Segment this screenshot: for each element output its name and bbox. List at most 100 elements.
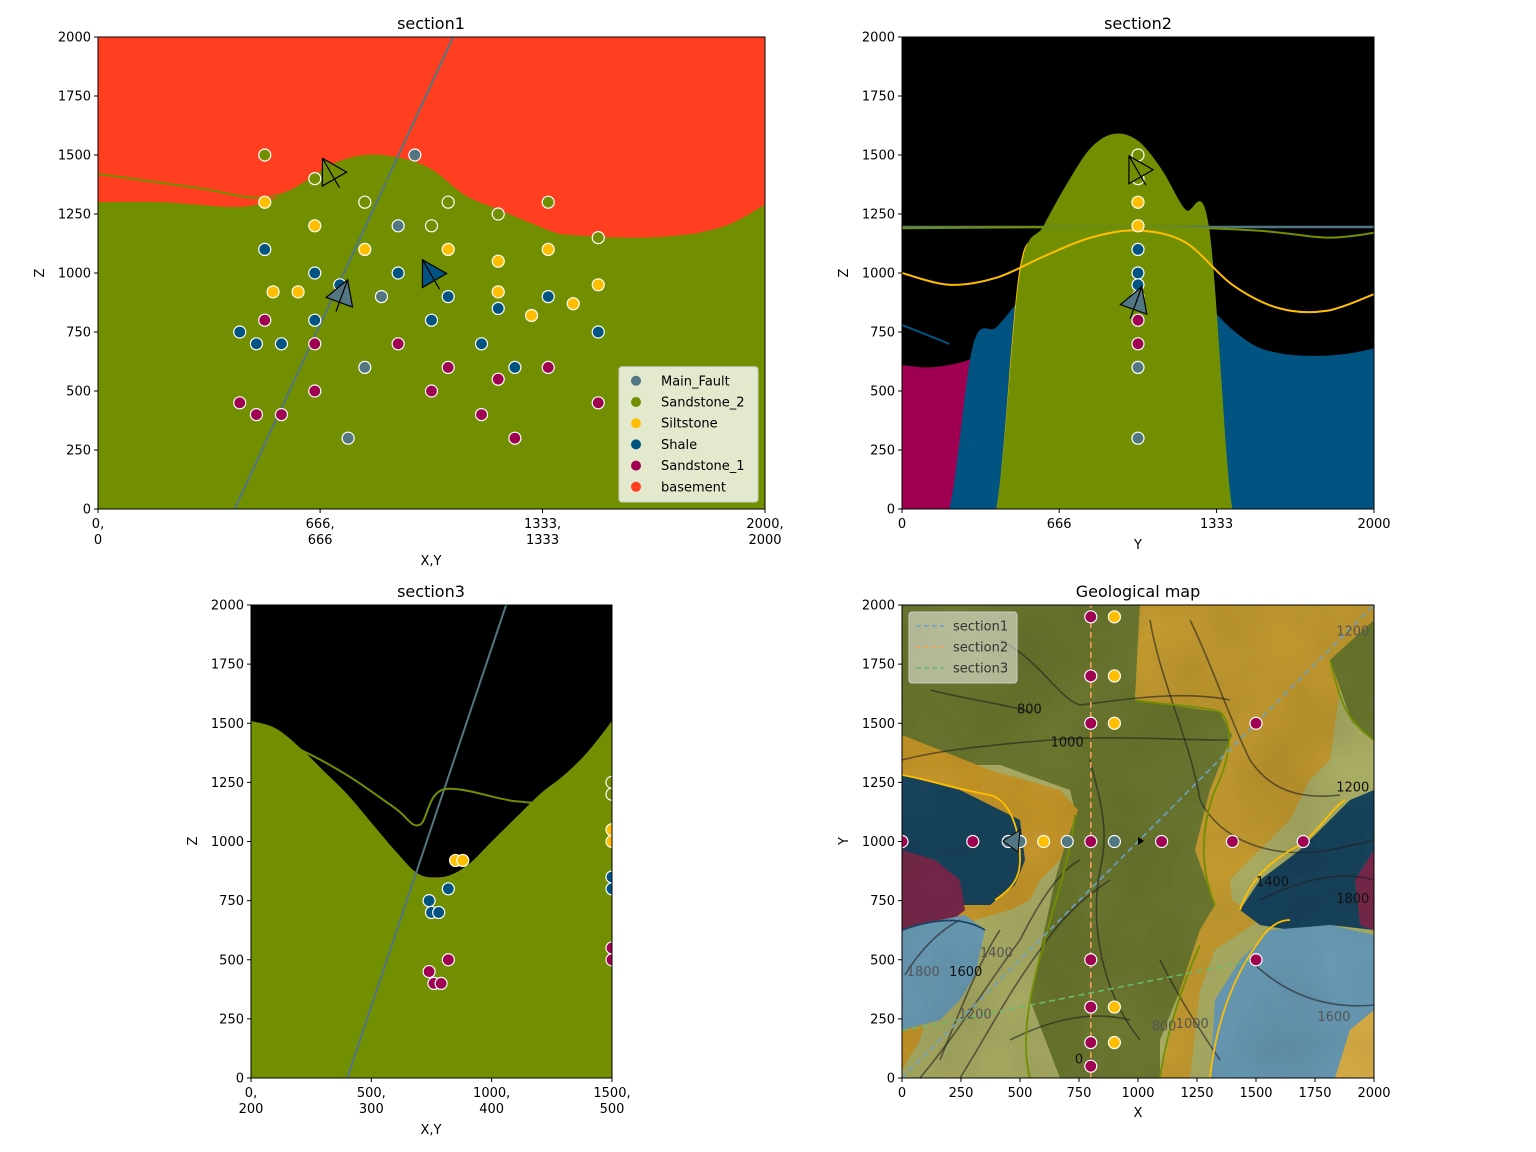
boundary-shale [902, 919, 986, 931]
y-tick-label: 2000 [211, 599, 244, 614]
surface-point-shale [258, 242, 272, 256]
y-tick-label: 1500 [211, 717, 244, 732]
legend-marker-main-fault [631, 375, 641, 386]
x-tick-label: 500, 300 [357, 1086, 386, 1117]
surface-point-sandstone-1 [441, 360, 455, 374]
section1-title: section1 [397, 14, 465, 33]
surface-point-main-fault [358, 360, 372, 374]
section2-panel: section2 0 666 1333 2000 0 250 500 750 1000 1250 1… [837, 14, 1391, 553]
section1-ylabel: Z [33, 268, 48, 277]
contour-line [1089, 759, 1141, 1041]
contour-line [959, 879, 1111, 1078]
legend-box [618, 366, 759, 503]
boundary-sandstone2 [1025, 814, 1076, 1078]
y-tick-label: 1250 [211, 776, 244, 791]
boundary-sandstone2 [1159, 944, 1201, 1078]
surface-point-siltstone [605, 823, 612, 837]
contour-line [919, 859, 1081, 1078]
fault-line [346, 605, 508, 1078]
surface-point-sandstone-1 [1131, 313, 1145, 327]
contour-label: 1000 [1051, 736, 1084, 751]
contour-line [929, 689, 1031, 713]
x-tick-label: 666 [1047, 517, 1072, 532]
x-tick-label: 1000 [1121, 1086, 1154, 1101]
surface-point-siltstone [491, 254, 505, 268]
surface-point-sandstone-1 [1084, 1035, 1098, 1050]
section3-panel: section3 0, 200 500, 300 1000, 400 1500, 500 0 25… [186, 582, 631, 1138]
geomap-ticks: 0 250 500 750 1000 1250 1500 1750 2000 0 250 500 750… [862, 599, 1391, 1102]
y-tick-label: 1250 [58, 208, 91, 223]
contour-label: 1200 [1336, 781, 1369, 796]
surface-point-sandstone-2 [441, 195, 455, 209]
y-tick-label: 250 [870, 444, 895, 459]
section1-xlabel: X,Y [421, 554, 442, 569]
surface-point-shale [541, 290, 555, 304]
y-tick-label: 2000 [58, 31, 91, 46]
y-tick-label: 1250 [862, 776, 895, 791]
surface-point-siltstone [605, 834, 612, 849]
section3-ylabel: Z [186, 836, 201, 845]
x-tick-label: 250 [949, 1086, 974, 1101]
y-tick-label: 500 [66, 385, 91, 400]
surface-point-sandstone-1 [508, 431, 522, 445]
y-tick-label: 750 [870, 326, 895, 341]
surface-point-sandstone-1 [391, 337, 405, 351]
surface-point-sandstone-2 [605, 787, 612, 801]
y-tick-label: 0 [887, 1072, 895, 1087]
surface-point-sandstone-1 [233, 396, 247, 410]
map-region-shale-southwest [902, 915, 985, 1030]
x-tick-label: 1500 [1239, 1086, 1272, 1101]
y-tick-label: 1000 [58, 267, 91, 282]
surface-point-sandstone-2 [591, 231, 605, 245]
surface-point-siltstone [1107, 610, 1122, 624]
y-tick-label: 0 [83, 503, 91, 518]
map-contours [902, 619, 1374, 1078]
surface-point-siltstone [566, 297, 580, 311]
section-line-section3 [902, 959, 1257, 1032]
surface-point-sandstone-2 [541, 195, 555, 209]
surface-point-siltstone [1107, 716, 1122, 730]
surface-point-sandstone-1 [474, 408, 489, 422]
surface-point-sandstone-1 [422, 964, 436, 979]
surface-point-sandstone-1 [1084, 1000, 1098, 1014]
boundary-sandstone2 [1329, 659, 1374, 741]
y-tick-label: 1000 [862, 835, 895, 850]
legend-marker-basement [631, 481, 641, 492]
contour-label: 1200 [959, 1008, 992, 1023]
surface-point-siltstone [266, 285, 280, 299]
section2-ylabel: Z [837, 268, 852, 277]
contour-line [1189, 619, 1341, 798]
surface-point-siltstone [441, 242, 455, 256]
map-region-siltstone-southeast [1335, 1010, 1374, 1078]
surface-point-sandstone-2 [258, 148, 272, 162]
surface-point-shale [274, 337, 289, 351]
surface-point-siltstone [1036, 834, 1051, 849]
y-tick-label: 2000 [862, 599, 895, 614]
surface-point-shale [308, 266, 322, 280]
surface-point-shale [605, 870, 612, 884]
x-tick-label: 1333 [1200, 517, 1233, 532]
surface-point-siltstone [456, 853, 470, 868]
y-tick-label: 1500 [862, 717, 895, 732]
geomap-xlabel: X [1134, 1106, 1143, 1121]
contour-line [1249, 959, 1374, 1007]
section1-marks [98, 37, 765, 509]
surface-point-sandstone-1 [258, 313, 272, 327]
surface-point-siltstone [358, 242, 372, 256]
map-region-sandstone2-east [1330, 620, 1374, 740]
surface-point-sandstone-1 [591, 396, 605, 410]
x-tick-label: 1250 [1180, 1086, 1213, 1101]
geomap-title: Geological map [1076, 582, 1201, 601]
surface-point-sandstone-1 [966, 834, 980, 849]
section2-marks [902, 148, 1374, 445]
legend-label: Main_Fault [661, 374, 730, 389]
surface-point-shale [1131, 266, 1145, 280]
section3-title: section3 [397, 582, 465, 601]
legend-marker-siltstone [631, 418, 641, 429]
surface-point-shale [605, 882, 612, 896]
surface-point-shale [591, 325, 605, 339]
x-tick-label: 2000 [1357, 1086, 1390, 1101]
surface-point-siltstone [1107, 669, 1122, 683]
legend-label: section1 [953, 620, 1008, 635]
